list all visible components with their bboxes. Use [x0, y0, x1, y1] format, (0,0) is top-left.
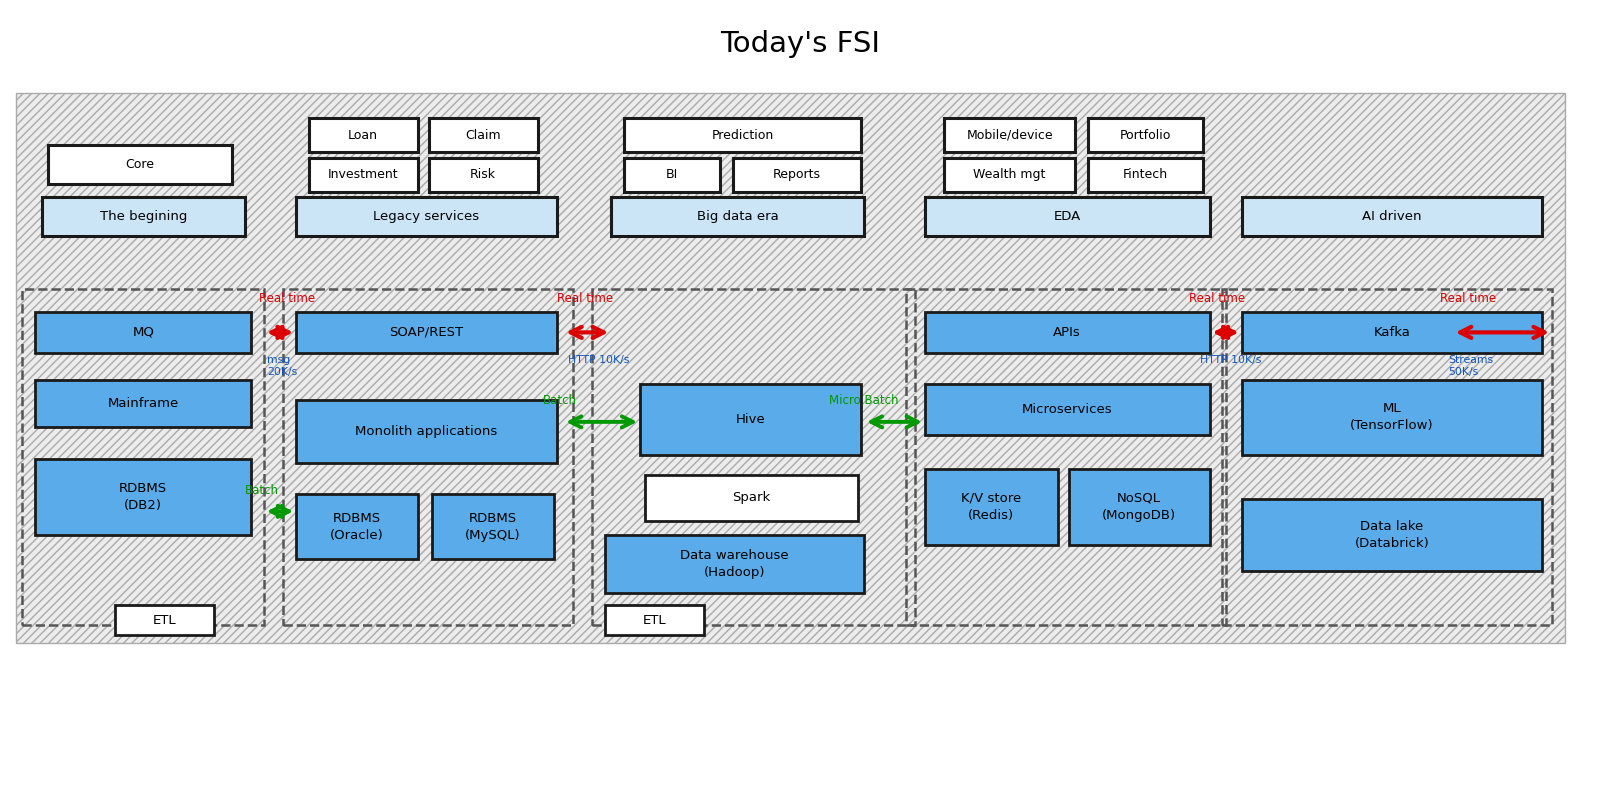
Bar [611, 197, 864, 236]
Text: RDBMS
(MySQL): RDBMS (MySQL) [466, 511, 520, 542]
Bar [35, 380, 251, 427]
Bar [16, 93, 1565, 643]
Text: Spark: Spark [733, 491, 770, 504]
Bar [296, 400, 557, 463]
Bar [624, 118, 861, 152]
Text: Batch: Batch [245, 484, 278, 497]
Text: Real time: Real time [1440, 292, 1496, 305]
Bar [309, 158, 418, 192]
Bar [925, 312, 1210, 353]
Text: SOAP/REST: SOAP/REST [389, 326, 464, 339]
Bar [906, 289, 1226, 625]
Text: Mainframe: Mainframe [107, 397, 179, 410]
Text: Claim: Claim [466, 129, 501, 141]
Bar [309, 118, 418, 152]
Bar [1242, 499, 1542, 571]
Bar [296, 312, 557, 353]
Text: Today's FSI: Today's FSI [720, 30, 880, 58]
Text: Reports: Reports [773, 169, 821, 181]
Text: ETL: ETL [643, 614, 666, 626]
Text: Core: Core [125, 158, 155, 171]
Text: Real time: Real time [1189, 292, 1245, 305]
Bar [296, 197, 557, 236]
Bar [944, 118, 1075, 152]
Bar [429, 118, 538, 152]
Text: Data warehouse
(Hadoop): Data warehouse (Hadoop) [680, 549, 789, 579]
Bar [1242, 312, 1542, 353]
Bar [22, 289, 264, 625]
Text: The begining: The begining [99, 210, 187, 223]
Text: K/V store
(Redis): K/V store (Redis) [962, 492, 1021, 522]
Text: Data lake
(Databrick): Data lake (Databrick) [1355, 520, 1429, 551]
Bar [624, 158, 720, 192]
Bar [283, 289, 573, 625]
Text: RDBMS
(DB2): RDBMS (DB2) [118, 483, 168, 512]
Text: ML
(TensorFlow): ML (TensorFlow) [1350, 403, 1434, 432]
Bar [35, 459, 251, 535]
Bar [115, 605, 214, 635]
Bar [35, 312, 251, 353]
Bar [640, 384, 861, 455]
Bar [1242, 380, 1542, 455]
Text: Investment: Investment [328, 169, 398, 181]
Text: Portfolio: Portfolio [1120, 129, 1171, 141]
Text: Risk: Risk [470, 169, 496, 181]
Bar [733, 158, 861, 192]
Text: HTTP 10K/s: HTTP 10K/s [568, 355, 629, 365]
Bar [645, 475, 858, 521]
Text: Kafka: Kafka [1373, 326, 1411, 339]
Text: Big data era: Big data era [696, 210, 779, 223]
Bar [944, 158, 1075, 192]
Bar [1088, 158, 1203, 192]
Text: Micro Batch: Micro Batch [829, 395, 898, 407]
Text: Monolith applications: Monolith applications [355, 425, 498, 438]
Text: Wealth mgt: Wealth mgt [973, 169, 1046, 181]
Text: Mobile/device: Mobile/device [966, 129, 1053, 141]
Text: APIs: APIs [1053, 326, 1082, 339]
Text: Hive: Hive [736, 413, 765, 426]
Text: Prediction: Prediction [712, 129, 773, 141]
Text: BI: BI [666, 169, 678, 181]
Bar [42, 197, 245, 236]
Text: EDA: EDA [1053, 210, 1082, 223]
Bar [1222, 289, 1552, 625]
Bar [48, 145, 232, 184]
Bar [1088, 118, 1203, 152]
Bar [925, 384, 1210, 435]
Text: Fintech: Fintech [1123, 169, 1168, 181]
Text: Legacy services: Legacy services [373, 210, 480, 223]
Text: NoSQL
(MongoDB): NoSQL (MongoDB) [1102, 492, 1176, 522]
Text: Loan: Loan [349, 129, 378, 141]
Text: Streams
50K/s: Streams 50K/s [1448, 355, 1493, 377]
Bar [1069, 469, 1210, 545]
Bar [605, 605, 704, 635]
Bar [925, 469, 1058, 545]
Bar [605, 535, 864, 593]
Text: Real time: Real time [557, 292, 613, 305]
Text: msg
20K/s: msg 20K/s [267, 355, 298, 377]
Text: ETL: ETL [154, 614, 176, 626]
Text: Batch: Batch [542, 395, 576, 407]
Bar [1242, 197, 1542, 236]
Bar [432, 494, 554, 559]
Text: HTTP 10K/s: HTTP 10K/s [1200, 355, 1261, 365]
Text: RDBMS
(Oracle): RDBMS (Oracle) [330, 511, 384, 542]
Bar [925, 197, 1210, 236]
Bar [429, 158, 538, 192]
Text: MQ: MQ [133, 326, 154, 339]
Text: AI driven: AI driven [1362, 210, 1422, 223]
Text: Real time: Real time [259, 292, 315, 305]
Text: Microservices: Microservices [1022, 403, 1112, 416]
Bar [592, 289, 915, 625]
Bar [296, 494, 418, 559]
